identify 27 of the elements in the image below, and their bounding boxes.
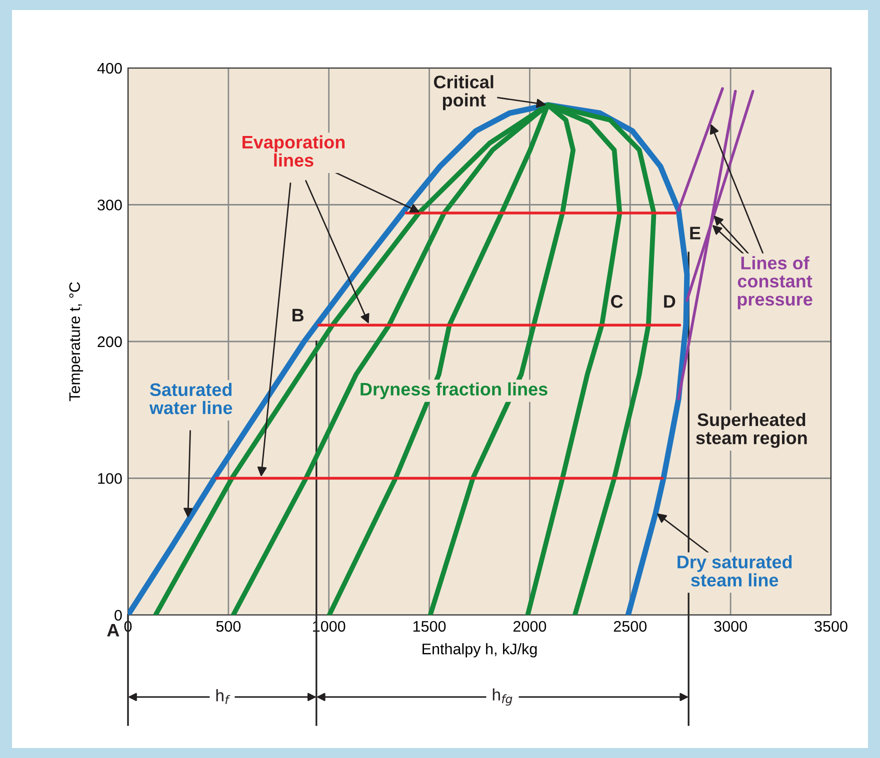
annotation: D <box>664 295 676 308</box>
annotation: C <box>611 295 623 308</box>
annotation: Evaporation lines <box>242 135 345 167</box>
y-axis-title: Temperature t, °C <box>69 282 84 402</box>
text: h$_{f}$ <box>216 689 230 704</box>
text: h$_{fg}$ <box>492 688 512 706</box>
annotation: Lines of constant pressure <box>738 256 812 310</box>
annotation: Dry saturated steam line <box>678 555 792 587</box>
annotation: Dryness fraction lines <box>360 382 548 400</box>
annotation: B <box>292 308 304 322</box>
x-tick-label: 500 <box>216 620 241 632</box>
x-tick-label: 1500 <box>413 620 446 632</box>
x-tick-label: 2500 <box>614 620 647 632</box>
y-tick-label: 400 <box>97 62 122 74</box>
x-tick-label: 3000 <box>714 620 747 632</box>
y-tick-label: 300 <box>98 200 122 210</box>
y-tick-label: 100 <box>98 473 122 484</box>
annotation: Superheated steam region <box>696 412 807 448</box>
annotation: A <box>107 624 120 636</box>
x-axis-title: Enthalpy h, kJ/kg <box>422 643 537 658</box>
y-tick-label: 0 <box>114 610 122 621</box>
annotation: Critical point <box>434 75 494 110</box>
annotation: E <box>690 226 700 240</box>
annotation: Saturated water line <box>149 382 232 414</box>
x-tick-label: 3500 <box>814 620 848 632</box>
y-tick-label: 200 <box>98 336 122 348</box>
x-tick-label: 2000 <box>513 620 546 632</box>
